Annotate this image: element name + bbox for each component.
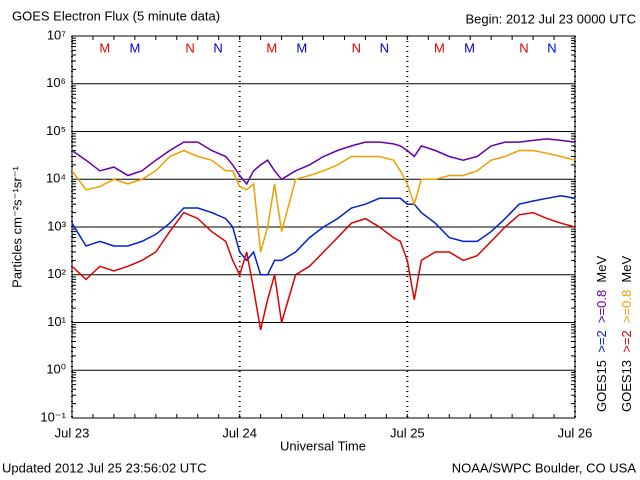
chart-title: GOES Electron Flux (5 minute data) [12, 8, 220, 23]
x-tick-label: Jul 25 [390, 425, 425, 440]
position-marker: M [434, 40, 445, 55]
y-axis-label: Particles cm⁻²s⁻¹sr⁻¹ [9, 165, 24, 287]
y-tick-label: 10² [47, 266, 66, 281]
position-marker: N [352, 40, 361, 55]
position-marker: M [266, 40, 277, 55]
legend-column: GOES15 >=2 >=0.8 MeV [594, 249, 609, 412]
x-tick-label: Jul 24 [222, 425, 257, 440]
position-marker: N [380, 40, 389, 55]
legend-entry: >=2 [619, 330, 634, 352]
legend-text: GOES13 >=2 >=0.8 MeV [619, 249, 634, 412]
position-marker: N [185, 40, 194, 55]
legend-satellite: GOES15 [594, 360, 609, 412]
series-line [71, 149, 576, 253]
y-tick-label: 10⁰ [46, 362, 66, 377]
position-marker: N [547, 40, 556, 55]
legend-text: GOES15 >=2 >=0.8 MeV [594, 249, 609, 412]
footer-right: NOAA/SWPC Boulder, CO USA [452, 460, 637, 475]
legend-satellite: GOES13 [619, 360, 634, 412]
y-tick-label: 10⁶ [46, 75, 66, 90]
legend-entry: >=0.8 [619, 290, 634, 323]
y-tick-label: 10³ [47, 218, 66, 233]
y-tick-label: 10⁵ [46, 123, 66, 138]
series-line [71, 138, 576, 186]
subtitle: Begin: 2012 Jul 23 0000 UTC [465, 11, 636, 26]
legend-entry: >=0.8 [594, 290, 609, 323]
legend-unit: MeV [619, 256, 634, 283]
position-marker: N [213, 40, 222, 55]
legend-entry: >=2 [594, 330, 609, 352]
series-line [71, 195, 576, 276]
position-marker: M [296, 40, 307, 55]
position-marker: M [464, 40, 475, 55]
x-axis-label: Universal Time [280, 438, 366, 453]
y-tick-label: 10⁻¹ [40, 409, 66, 424]
x-tick-label: Jul 26 [558, 425, 593, 440]
position-marker: M [99, 40, 110, 55]
legend-column: GOES13 >=2 >=0.8 MeV [619, 249, 634, 412]
y-tick-label: 10¹ [47, 314, 66, 329]
y-tick-label: 10⁷ [47, 27, 66, 42]
y-tick-label: 10⁴ [46, 171, 66, 186]
legend-unit: MeV [594, 256, 609, 283]
footer-left: Updated 2012 Jul 25 23:56:02 UTC [2, 460, 207, 475]
position-marker: N [519, 40, 528, 55]
position-marker: M [129, 40, 140, 55]
x-tick-label: Jul 23 [55, 425, 90, 440]
series-line [71, 211, 576, 331]
